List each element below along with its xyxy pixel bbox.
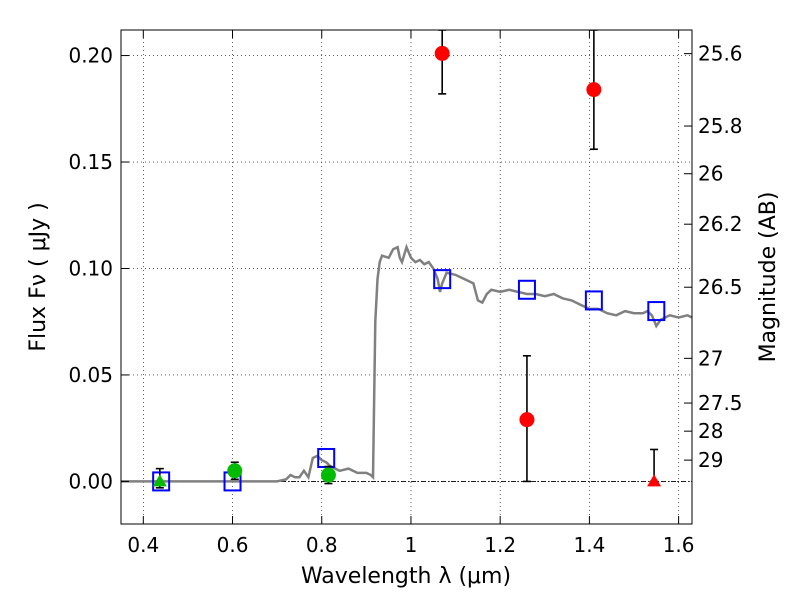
right-tick-label: 25.8 [698, 114, 743, 138]
right-tick-label: 28 [698, 419, 723, 443]
grid [121, 30, 692, 524]
right-tick-label: 27 [698, 346, 723, 370]
y-tick-label: 0.20 [68, 44, 113, 68]
right-axis-label: Magnitude (AB) [756, 192, 781, 363]
model-spectrum-line [121, 243, 692, 483]
model-flux-marker [647, 301, 666, 322]
upper-limit-marker [647, 474, 662, 487]
model-flux-marker [433, 269, 452, 290]
ticks: 0.4 0.6 0.8 1 1.2 1.4 1.6 0.00 0.05 0.10 0.15 0.20 2… [68, 30, 743, 557]
y-tick-label: 0.15 [68, 150, 113, 174]
x-axis-label: Wavelength λ (μm) [301, 564, 511, 589]
right-tick-label: 27.5 [698, 391, 743, 415]
y-tick-label: 0.00 [68, 469, 113, 493]
data-layer [121, 30, 692, 492]
x-tick-label: 0.6 [217, 533, 249, 557]
right-tick-label: 25.6 [698, 42, 743, 66]
right-tick-label: 26.5 [698, 275, 743, 299]
y-tick-label: 0.10 [68, 256, 113, 280]
observed-flux-marker [519, 412, 535, 428]
model-flux-marker [152, 471, 171, 492]
right-tick-label: 26.2 [698, 212, 743, 236]
observed-flux-marker [434, 45, 450, 61]
upper-limit-marker [152, 474, 167, 487]
observed-flux-marker [320, 467, 336, 483]
observed-flux-marker [586, 82, 602, 98]
x-tick-label: 1.6 [663, 533, 695, 557]
y-axis-label: Flux Fν ( μJy ) [26, 202, 51, 351]
right-tick-label: 29 [698, 448, 723, 472]
right-tick-label: 26 [698, 162, 723, 186]
x-tick-label: 0.8 [306, 533, 338, 557]
y-tick-label: 0.05 [68, 363, 113, 387]
plot-frame [120, 29, 693, 525]
model-flux-marker [517, 279, 536, 300]
model-flux-marker [584, 290, 603, 311]
x-tick-label: 1.4 [573, 533, 605, 557]
observed-flux-marker [227, 463, 243, 479]
x-tick-label: 1 [405, 533, 418, 557]
x-tick-label: 1.2 [484, 533, 516, 557]
x-tick-label: 0.4 [127, 533, 159, 557]
